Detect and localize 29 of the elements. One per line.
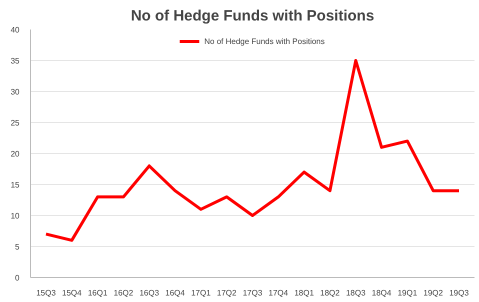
x-tick-label: 17Q3 [242, 288, 263, 298]
y-tick-label: 30 [10, 88, 20, 96]
y-tick-label: 20 [10, 150, 20, 158]
y-tick-label: 10 [10, 212, 20, 220]
x-tick-label: 15Q3 [36, 288, 56, 298]
y-tick-label: 0 [15, 274, 20, 282]
legend-label: No of Hedge Funds with Positions [204, 36, 325, 46]
y-tick-label: 40 [10, 26, 20, 34]
x-tick-label: 19Q3 [449, 288, 470, 298]
x-tick-label: 16Q2 [114, 288, 134, 298]
line-series [44, 59, 461, 242]
y-tick-label: 35 [10, 56, 20, 66]
x-tick-label: 16Q3 [139, 288, 160, 298]
y-tick-label: 5 [15, 242, 20, 252]
x-tick-label: 18Q2 [320, 288, 340, 298]
x-tick-label: 17Q4 [268, 288, 289, 298]
x-tick-label: 19Q2 [423, 288, 444, 298]
y-tick-label: 25 [10, 118, 20, 128]
x-tick-label: 17Q1 [191, 288, 212, 298]
x-tick-label: 18Q3 [346, 288, 366, 298]
y-tick-label: 15 [10, 180, 20, 190]
chart-title: No of Hedge Funds with Positions [130, 8, 374, 24]
x-tick-label: 16Q4 [165, 288, 186, 298]
x-tick-label: 18Q1 [294, 288, 314, 298]
x-tick-label: 17Q2 [216, 288, 238, 298]
x-tick-label: 16Q1 [88, 288, 108, 298]
x-tick-label: 18Q4 [372, 288, 392, 298]
x-tick-label: 15Q4 [62, 288, 82, 298]
x-tick-label: 19Q1 [398, 288, 418, 298]
